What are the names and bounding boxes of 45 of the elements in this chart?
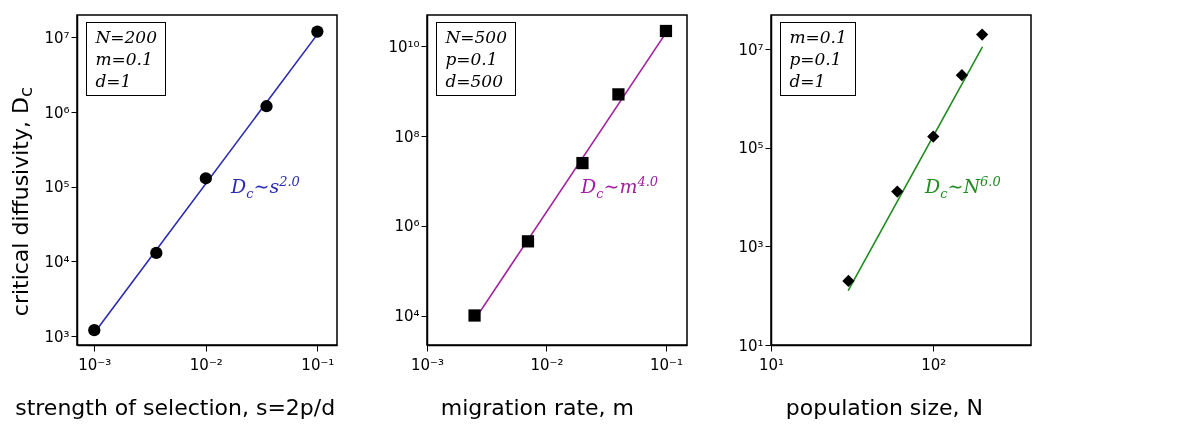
annotation: m=0.1	[789, 26, 847, 48]
x-tick-label: 10⁻²	[190, 355, 224, 374]
x-axis-title: population size, N	[784, 395, 984, 420]
annotation: D$_{c}$∼N$^{6.0}$	[924, 174, 1001, 202]
x-tick-label: 10⁻³	[78, 355, 112, 374]
x-tick-label: 10⁻¹	[301, 355, 335, 374]
y-tick-label: 10⁵	[738, 139, 764, 158]
point	[200, 172, 213, 185]
annotation: m=0.1	[95, 48, 154, 70]
x-tick-label: 10⁻²	[530, 355, 564, 374]
annotation: D$_{c}$∼m$^{4.0}$	[580, 174, 659, 202]
y-tick-label: 10³	[738, 237, 764, 256]
parameter-box: N=200 m=0.1 d=1	[86, 22, 166, 96]
point	[660, 24, 673, 38]
annotation: d=1	[789, 70, 827, 92]
annotation: N=200	[95, 26, 157, 48]
x-tick-label: 10⁻³	[411, 355, 445, 374]
y-tick-label: 10⁴	[394, 307, 420, 325]
annotation: D$_{c}$∼s$^{2.0}$	[230, 174, 300, 202]
y-tick-label: 10¹	[738, 336, 764, 355]
y-tick-label: 10⁶	[394, 217, 420, 236]
x-axis-title: strength of selection, s=2p/d	[14, 395, 337, 420]
annotation: d=1	[95, 70, 133, 92]
y-tick-label: 10⁸	[394, 127, 420, 146]
y-tick-label: 10⁶	[44, 103, 70, 122]
x-tick-label: 10⁻¹	[650, 355, 684, 374]
y-tick-label: 10⁷	[738, 40, 764, 59]
x-axis-title: migration rate, m	[439, 395, 636, 420]
point	[522, 235, 535, 248]
x-tick-label: 10¹	[759, 355, 785, 374]
annotation: p=0.1	[445, 48, 499, 70]
annotation: N=500	[445, 26, 507, 48]
point	[311, 25, 324, 38]
y-tick-label: 10¹⁰	[388, 37, 420, 56]
y-tick-label: 10⁷	[44, 28, 70, 47]
annotation: p=0.1	[789, 48, 843, 70]
annotation: d=500	[445, 70, 504, 92]
x-tick-label: 10²	[921, 355, 947, 374]
parameter-box: m=0.1 p=0.1 d=1	[780, 22, 856, 96]
point	[612, 88, 625, 101]
y-tick-label: 10⁵	[44, 178, 70, 197]
y-tick-label: 10⁴	[44, 252, 70, 271]
point	[88, 324, 101, 337]
parameter-box: N=500 p=0.1 d=500	[436, 22, 516, 96]
y-tick-label: 10³	[44, 327, 70, 346]
